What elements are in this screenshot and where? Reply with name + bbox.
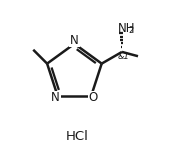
Text: N: N (70, 34, 79, 47)
Text: NH: NH (118, 22, 135, 35)
Text: HCl: HCl (66, 130, 89, 143)
Text: 2: 2 (128, 26, 134, 35)
Text: N: N (51, 92, 60, 104)
Text: &1: &1 (118, 52, 130, 61)
Text: O: O (89, 92, 98, 104)
